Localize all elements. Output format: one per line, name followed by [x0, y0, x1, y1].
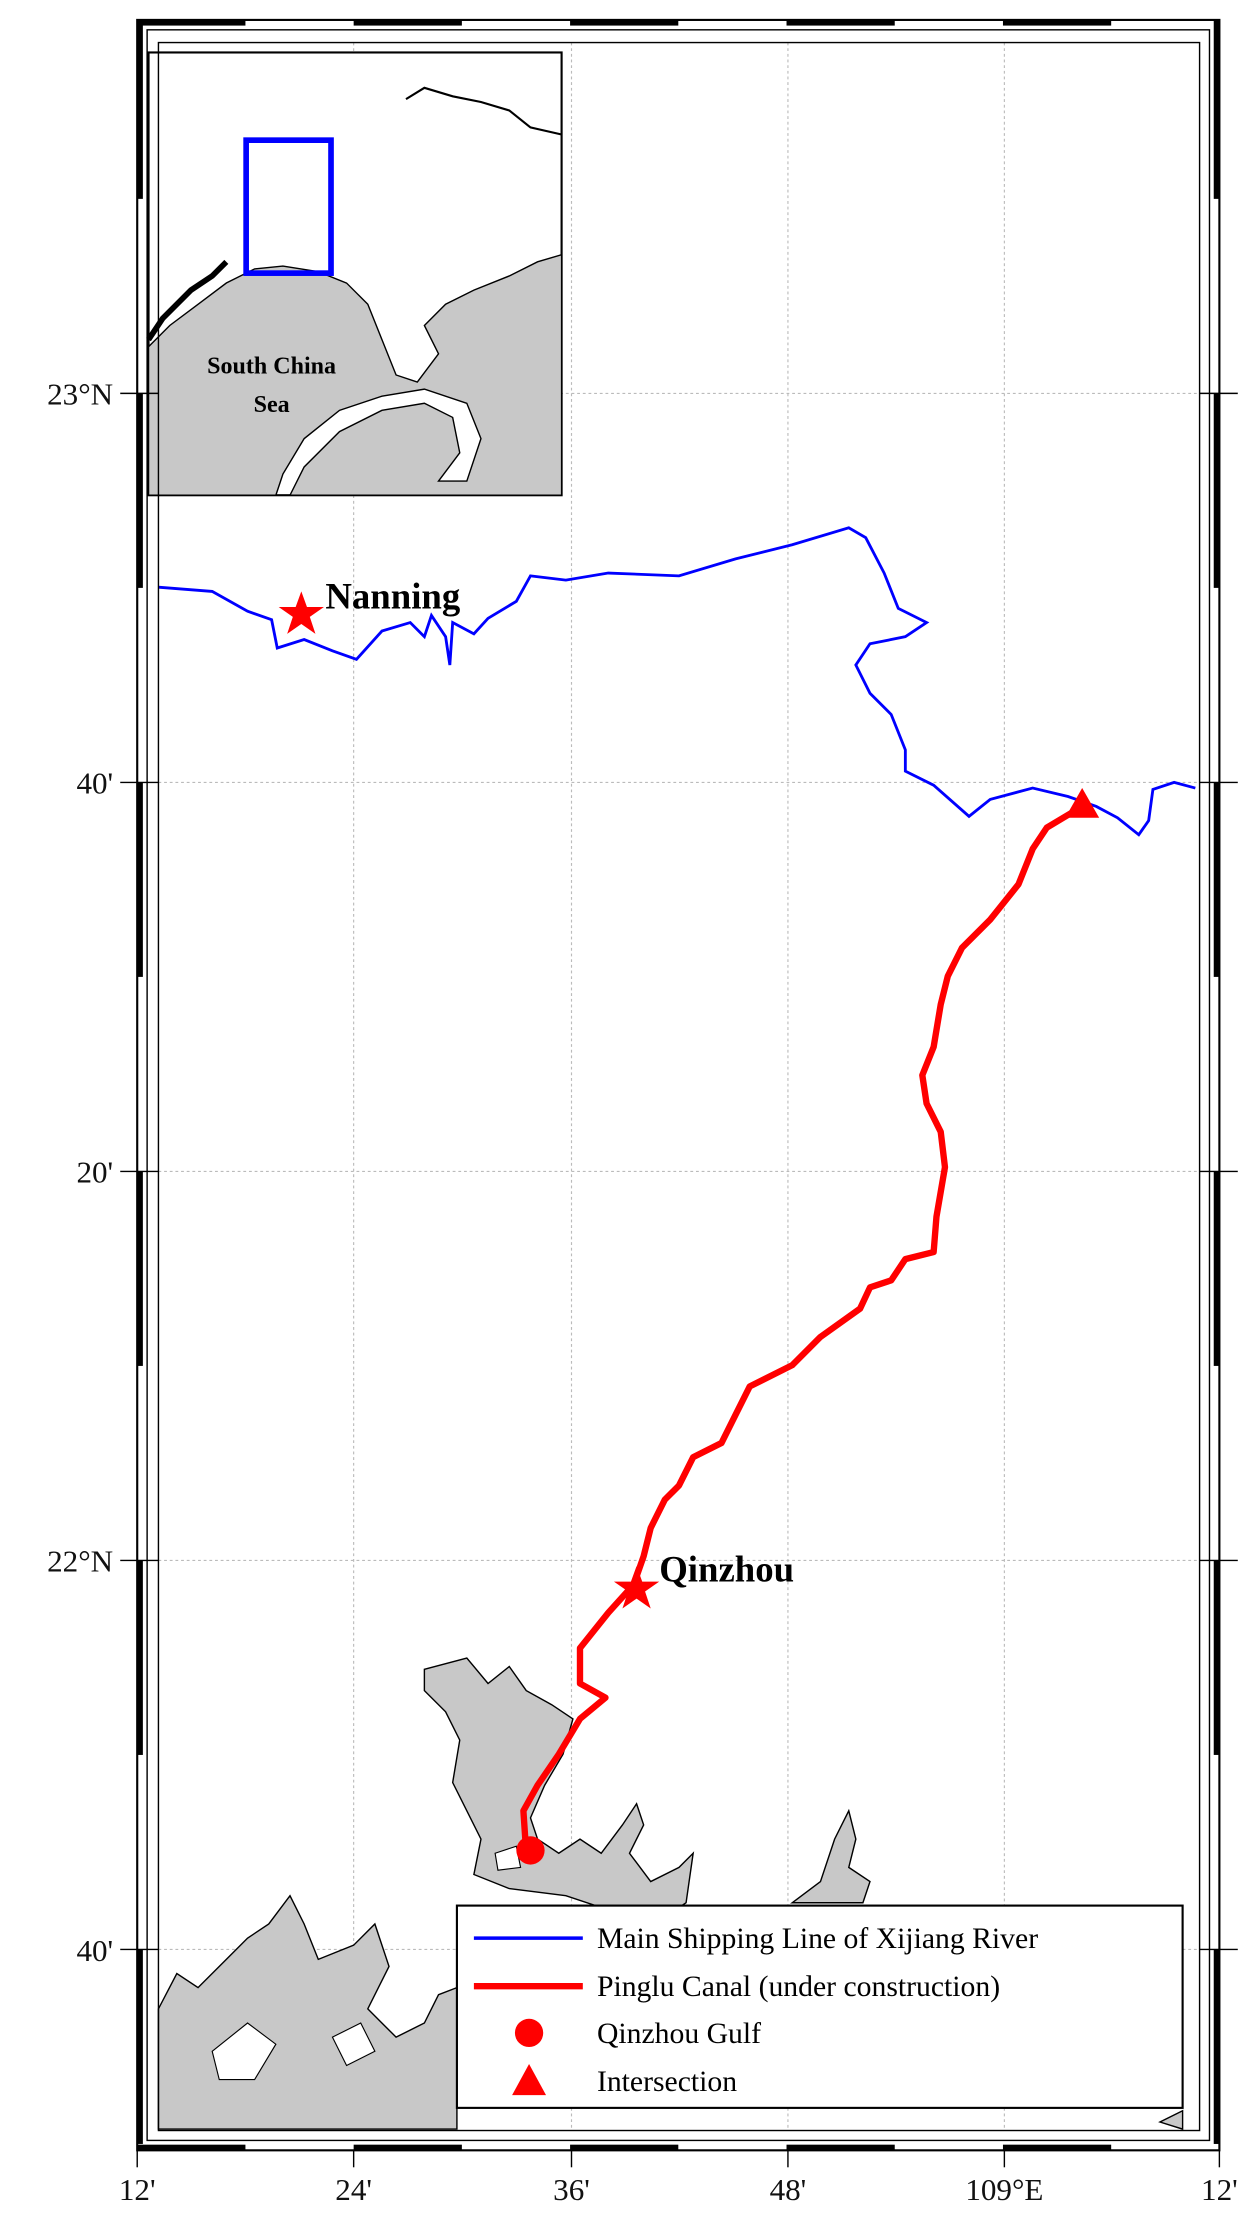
frame-bar: [137, 19, 143, 199]
frame-inner: [146, 29, 1211, 2142]
xijiang-river: [158, 526, 1196, 837]
legend: Main Shipping Line of Xijiang River Ping…: [455, 1904, 1184, 2109]
inset-extent-box: [243, 137, 334, 276]
islands: [211, 1845, 522, 2081]
frame-bar: [137, 782, 143, 977]
frame-bar: [1213, 393, 1220, 588]
inset-coast: [146, 259, 229, 342]
lon-label: 48': [770, 2172, 807, 2207]
frame-bar: [137, 1171, 143, 1366]
qinzhou-star: [613, 1566, 660, 1609]
qinzhou-gulf-marker: [516, 1836, 545, 1865]
pinglu-canal: [520, 803, 1084, 1854]
frame-bar: [570, 2144, 679, 2151]
frame-bar: [1213, 1560, 1220, 1755]
inset-label: South China: [207, 354, 336, 380]
lat-label: 22°N: [47, 1544, 113, 1579]
inset-border: [405, 86, 562, 136]
inset-label: Sea: [254, 392, 290, 418]
frame-bar: [137, 1560, 143, 1755]
frame-bar: [353, 19, 462, 26]
lat-label: 40': [76, 1933, 113, 1968]
intersection-marker: [1065, 788, 1100, 818]
lat-label: 23°N: [47, 377, 113, 412]
lon-label: 36': [553, 2172, 590, 2207]
inset: South China Sea: [146, 51, 563, 497]
city-label: Nanning: [325, 575, 460, 616]
frame-bar: [570, 19, 679, 26]
frame-bar: [1002, 2144, 1112, 2151]
frame-bar: [137, 2144, 246, 2151]
frame-bar: [1213, 782, 1220, 977]
lon-label: 24': [335, 2172, 372, 2207]
frame-bar: [1002, 19, 1112, 26]
frame-map: [157, 41, 1201, 2132]
frame-outer: [136, 18, 1221, 2152]
legend-symbol: [514, 2018, 544, 2048]
frame-bar: [137, 19, 246, 26]
legend-symbol: [512, 2064, 547, 2096]
lon-label: 12': [1201, 2172, 1238, 2207]
map-frame: [120, 18, 1238, 2168]
axis-labels: 23°N 40' 20' 22°N 40' 12' 24' 36' 48' 109°E 12': [47, 377, 1238, 2207]
frame-bar: [1213, 19, 1220, 199]
lon-label: 12': [119, 2172, 156, 2207]
legend-label: Qinzhou Gulf: [597, 2018, 761, 2050]
legend-label: Intersection: [597, 2066, 737, 2098]
frame-bar: [786, 2144, 895, 2151]
frame-bar: [1213, 1171, 1220, 1366]
lat-label: 20': [76, 1155, 113, 1190]
frame-bar: [137, 393, 143, 588]
frame-bar: [137, 1949, 143, 2144]
nanning-star: [278, 591, 324, 634]
frame-bar: [353, 2144, 462, 2151]
lon-label: 109°E: [965, 2172, 1043, 2207]
legend-label: Main Shipping Line of Xijiang River: [597, 1923, 1038, 1955]
city-label: Qinzhou: [659, 1549, 794, 1590]
legend-label: Pinglu Canal (under construction): [597, 1971, 1000, 2003]
frame-bar: [1213, 1949, 1220, 2144]
frame-bar: [786, 19, 895, 26]
lat-label: 40': [76, 766, 113, 801]
